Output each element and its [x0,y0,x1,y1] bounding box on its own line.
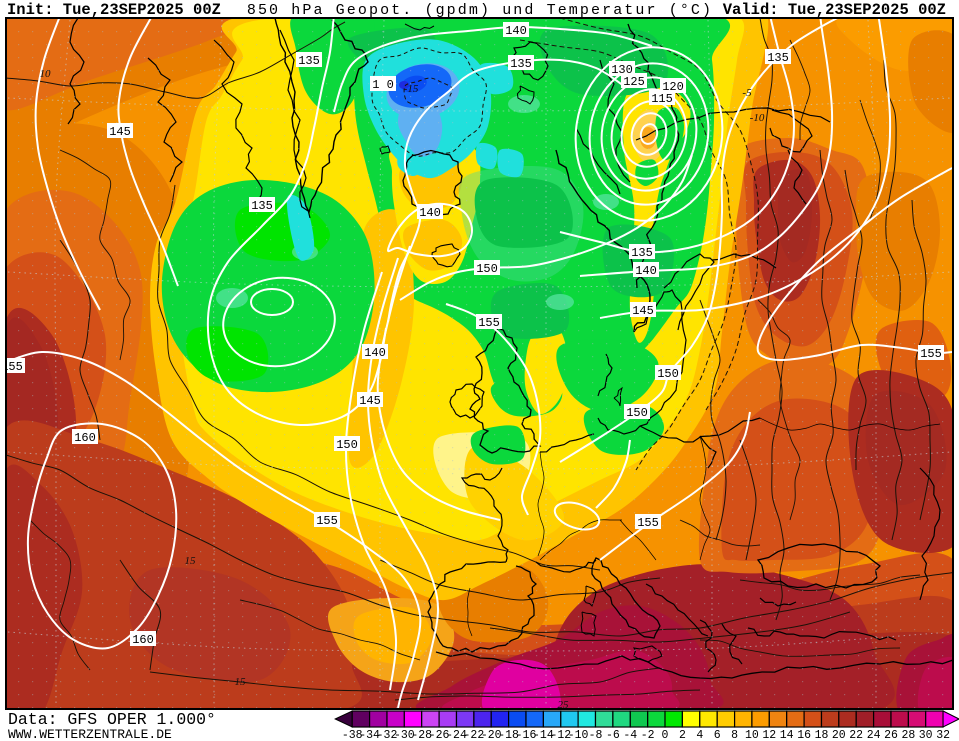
svg-text:145: 145 [359,394,381,408]
svg-text:150: 150 [336,438,358,452]
svg-text:18: 18 [815,729,829,741]
svg-text:140: 140 [364,346,386,360]
svg-text:-10: -10 [568,729,589,741]
svg-text:-28: -28 [411,729,432,741]
svg-text:145: 145 [109,125,131,139]
svg-text:2: 2 [679,729,686,741]
svg-text:-12: -12 [550,729,571,741]
svg-text:20: 20 [832,729,846,741]
svg-text:0: 0 [662,729,669,741]
svg-text:155: 155 [316,514,338,528]
svg-text:10: 10 [40,68,52,80]
svg-text:150: 150 [626,406,648,420]
svg-text:150: 150 [657,367,679,381]
svg-text:28: 28 [901,729,915,741]
svg-text:155: 155 [478,316,500,330]
svg-text:Data: GFS OPER 1.000°: Data: GFS OPER 1.000° [8,710,216,729]
svg-text:-18: -18 [498,729,519,741]
svg-text:1 0: 1 0 [372,78,394,92]
svg-text:-16: -16 [516,729,537,741]
svg-text:-30: -30 [394,729,415,741]
svg-text:115: 115 [651,92,673,106]
svg-text:Valid: Tue,23SEP2025 00Z: Valid: Tue,23SEP2025 00Z [723,1,946,19]
svg-text:135: 135 [251,199,273,213]
svg-text:135: 135 [631,246,653,260]
svg-text:125: 125 [623,75,645,89]
svg-text:135: 135 [510,57,532,71]
svg-text:135: 135 [767,51,789,65]
svg-text:22: 22 [849,729,863,741]
svg-text:15: 15 [235,676,247,688]
svg-text:14: 14 [780,729,794,741]
svg-text:-34: -34 [359,729,380,741]
svg-text:-24: -24 [446,729,467,741]
svg-text:145: 145 [632,304,654,318]
svg-text:10: 10 [745,729,759,741]
svg-text:32: 32 [936,729,950,741]
svg-text:26: 26 [884,729,898,741]
svg-text:135: 135 [298,54,320,68]
svg-text:6: 6 [714,729,721,741]
svg-text:155: 155 [1,360,23,374]
svg-text:160: 160 [74,431,96,445]
svg-text:16: 16 [797,729,811,741]
svg-text:140: 140 [635,264,657,278]
svg-text:-2: -2 [641,729,655,741]
svg-text:-4: -4 [623,729,637,741]
svg-text:8: 8 [731,729,738,741]
svg-text:-32: -32 [377,729,398,741]
svg-text:140: 140 [505,24,527,38]
svg-text:155: 155 [920,347,942,361]
svg-text:155: 155 [637,516,659,530]
svg-text:WWW.WETTERZENTRALE.DE: WWW.WETTERZENTRALE.DE [8,727,172,741]
svg-text:-15: -15 [404,83,419,95]
svg-text:15: 15 [185,555,197,567]
svg-text:4: 4 [696,729,703,741]
svg-text:-26: -26 [429,729,450,741]
svg-text:-5: -5 [742,87,752,99]
svg-text:Init: Tue,23SEP2025 00Z: Init: Tue,23SEP2025 00Z [7,1,221,19]
svg-text:140: 140 [419,206,441,220]
svg-text:-38: -38 [342,729,363,741]
svg-text:25: 25 [558,699,570,711]
svg-text:-6: -6 [606,729,620,741]
svg-text:12: 12 [762,729,776,741]
svg-text:24: 24 [867,729,881,741]
svg-text:160: 160 [132,633,154,647]
svg-text:-22: -22 [464,729,485,741]
svg-text:-20: -20 [481,729,502,741]
svg-text:-8: -8 [589,729,603,741]
svg-text:-14: -14 [533,729,554,741]
svg-text:-10: -10 [750,112,765,124]
svg-text:850 hPa Geopot. (gpdm) und Tem: 850 hPa Geopot. (gpdm) und Temperatur (°… [247,2,713,19]
svg-text:30: 30 [919,729,933,741]
svg-text:150: 150 [476,262,498,276]
